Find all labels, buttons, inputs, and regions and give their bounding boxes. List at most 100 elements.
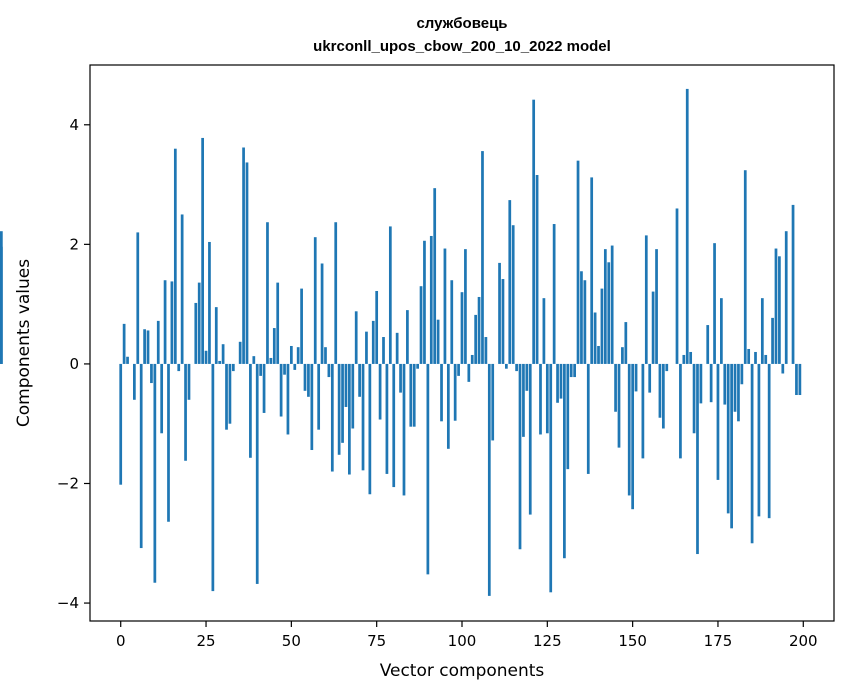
x-tick-label: 25	[196, 632, 215, 650]
bar-93	[436, 319, 440, 364]
bar-96	[446, 363, 450, 449]
bar-169	[696, 363, 699, 555]
bar-148	[624, 322, 628, 364]
bar-64	[337, 363, 341, 455]
bar-194	[781, 363, 785, 374]
bar-23	[197, 282, 201, 364]
bar-122	[535, 175, 539, 364]
bar-133	[573, 363, 576, 378]
bar-172	[706, 325, 710, 364]
bar-99	[457, 363, 460, 376]
x-tick-label: 100	[448, 632, 477, 650]
bar-90	[426, 363, 430, 575]
bar-77	[382, 337, 385, 364]
bar-58	[317, 363, 321, 430]
bar-193	[778, 256, 781, 364]
y-tick-label: 4	[69, 116, 79, 134]
bar-174	[713, 243, 716, 364]
bar-54	[303, 363, 307, 391]
bar-145	[614, 363, 617, 412]
bar-13	[163, 280, 167, 364]
bar-56	[310, 363, 314, 451]
bar-17	[177, 363, 181, 372]
bar-8	[146, 330, 150, 364]
bar-29	[218, 360, 222, 364]
bar-9	[150, 363, 153, 384]
bar-112	[501, 279, 505, 364]
bar-5	[136, 232, 140, 364]
bar-53	[300, 288, 303, 364]
bar-30	[221, 344, 225, 364]
bar-186	[754, 351, 757, 364]
x-axis-label: Vector components	[380, 661, 545, 681]
bar-178	[726, 363, 730, 514]
bar-14	[167, 363, 170, 522]
bar-19	[184, 363, 187, 461]
bar-117	[518, 363, 522, 550]
x-tick-label: 175	[704, 632, 733, 650]
bar-87	[416, 363, 419, 369]
bar-142	[603, 249, 607, 364]
bar-157	[655, 249, 658, 364]
bar-44	[269, 357, 273, 364]
bar-147	[621, 347, 624, 364]
bar-100	[460, 292, 464, 364]
bar-31	[225, 363, 228, 430]
bar-42	[262, 363, 266, 413]
x-axis-ticks: 0 25 50 75 100 125 150 175 200	[116, 621, 818, 650]
bars-group	[0, 88, 802, 596]
bar-67	[348, 363, 351, 475]
bar-12	[160, 363, 164, 434]
y-tick-label: 0	[69, 355, 79, 373]
bar-84	[406, 310, 409, 364]
bar-72	[365, 331, 368, 364]
chart-title-line-1: службовець	[416, 15, 507, 32]
bar-127	[552, 224, 556, 364]
plot-frame	[89, 64, 835, 622]
bar-15	[170, 281, 174, 364]
bar-0	[119, 363, 123, 485]
bar-55	[307, 363, 310, 397]
bar-115	[511, 225, 515, 364]
bar-129	[559, 363, 563, 399]
bar-35	[238, 341, 242, 364]
bar-45	[272, 328, 276, 364]
bar-86	[412, 363, 416, 427]
x-tick-label: 50	[282, 632, 301, 650]
bar-62	[330, 363, 334, 472]
bar-139	[593, 312, 597, 364]
bar-102	[467, 363, 471, 382]
bar-74	[371, 320, 375, 364]
bar-32	[228, 363, 232, 424]
bar-146	[617, 363, 621, 448]
bar-41	[259, 363, 263, 376]
bar-119	[525, 363, 529, 391]
bar-144	[610, 245, 614, 364]
bar-137	[586, 363, 590, 474]
bar-155	[648, 363, 652, 393]
bar-101	[464, 249, 467, 364]
bar-40	[255, 363, 259, 584]
bar-109	[491, 363, 495, 441]
bar-1	[122, 323, 126, 364]
bar-20	[187, 363, 191, 400]
bar-94	[440, 363, 443, 422]
bar-199	[798, 363, 802, 396]
bar-125	[545, 363, 549, 434]
bar-89	[423, 240, 426, 364]
bar-37	[245, 162, 249, 364]
bar-166	[685, 88, 689, 364]
bar-63	[334, 222, 338, 364]
bar-165	[682, 354, 686, 364]
bar-39	[252, 356, 256, 364]
bar-103	[470, 354, 474, 364]
bar-175	[716, 363, 720, 480]
bar-4	[133, 363, 136, 400]
bar-65	[341, 363, 344, 443]
bar-185	[750, 363, 754, 544]
bar-46	[276, 282, 280, 364]
bar-43	[266, 222, 269, 364]
bar-191	[771, 317, 774, 364]
bar-33	[231, 363, 235, 372]
bar-78	[385, 363, 389, 474]
